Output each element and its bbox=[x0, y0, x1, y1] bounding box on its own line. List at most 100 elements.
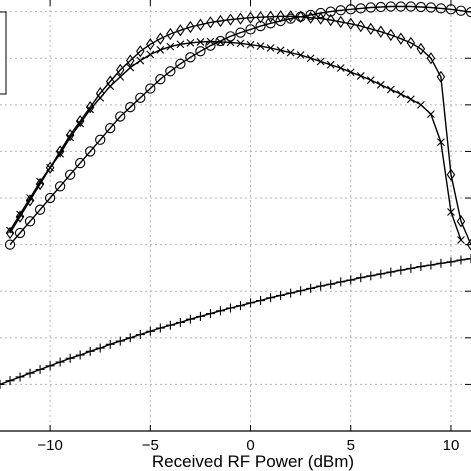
plus-marker bbox=[135, 330, 145, 340]
plus-marker bbox=[246, 298, 256, 308]
diamond-marker bbox=[336, 15, 345, 29]
x-marker bbox=[326, 60, 335, 69]
diamond-marker bbox=[286, 10, 295, 23]
diamond-marker bbox=[146, 38, 155, 51]
x-marker bbox=[76, 119, 85, 128]
plus-marker bbox=[286, 288, 296, 298]
x-marker bbox=[206, 37, 215, 46]
x-marker bbox=[386, 85, 395, 94]
axes bbox=[0, 0, 471, 432]
x-marker bbox=[166, 42, 175, 51]
series-x bbox=[6, 37, 465, 244]
circle-marker bbox=[415, 1, 427, 13]
x-marker bbox=[16, 210, 24, 219]
plus-marker bbox=[396, 265, 406, 275]
x-marker bbox=[226, 38, 235, 47]
diamond-marker bbox=[136, 45, 145, 58]
circle-marker bbox=[75, 157, 86, 169]
x-marker bbox=[306, 54, 315, 63]
plus-marker bbox=[446, 257, 456, 267]
plus-marker bbox=[236, 301, 246, 311]
diamond-marker bbox=[5, 226, 15, 240]
x-marker bbox=[336, 64, 345, 72]
x-marker bbox=[236, 39, 245, 48]
circle-marker bbox=[445, 4, 457, 15]
plus-marker bbox=[85, 346, 95, 356]
circle-marker bbox=[355, 3, 366, 14]
circle-marker bbox=[315, 7, 326, 19]
x-marker bbox=[146, 50, 155, 59]
plus-marker bbox=[336, 277, 346, 287]
diamond-marker bbox=[316, 12, 325, 25]
x-marker bbox=[356, 72, 365, 80]
x-marker bbox=[96, 93, 105, 102]
x-marker bbox=[437, 138, 445, 147]
x-marker bbox=[346, 68, 355, 77]
x-marker bbox=[66, 133, 75, 142]
plus-marker bbox=[416, 262, 426, 272]
plus-marker bbox=[276, 290, 286, 300]
plus-marker bbox=[75, 350, 85, 360]
x-marker bbox=[36, 177, 44, 186]
plus-marker bbox=[65, 353, 75, 363]
x-marker bbox=[186, 38, 195, 47]
circle-marker bbox=[85, 146, 96, 157]
plus-marker bbox=[225, 303, 235, 313]
diamond-marker bbox=[406, 36, 416, 50]
diamond-marker bbox=[246, 11, 255, 24]
diamond-marker bbox=[426, 52, 436, 65]
plus-marker bbox=[366, 271, 376, 281]
circle-marker bbox=[425, 2, 437, 13]
circle-marker bbox=[34, 204, 46, 215]
legend bbox=[0, 11, 7, 95]
diamond-marker bbox=[356, 19, 366, 33]
circle-marker bbox=[135, 92, 146, 103]
plus-marker bbox=[25, 368, 35, 378]
diamond-marker bbox=[306, 11, 315, 24]
x-marker bbox=[26, 194, 34, 202]
x-marker bbox=[417, 100, 425, 109]
plus-marker bbox=[306, 283, 316, 293]
x-marker bbox=[376, 80, 385, 89]
diamond-marker bbox=[15, 210, 25, 223]
x-marker bbox=[46, 163, 54, 172]
plus-marker bbox=[436, 258, 446, 268]
x-marker bbox=[296, 51, 305, 59]
circle-marker bbox=[185, 52, 196, 63]
circle-marker bbox=[235, 27, 246, 38]
plus-marker bbox=[195, 311, 205, 321]
diamond-marker bbox=[186, 20, 195, 34]
x-marker bbox=[266, 44, 275, 52]
x-marker bbox=[286, 48, 295, 57]
circle-marker bbox=[165, 66, 176, 77]
series-line-x bbox=[9, 40, 462, 241]
circle-marker bbox=[24, 216, 36, 227]
diamond-marker bbox=[196, 18, 205, 31]
x-marker bbox=[256, 42, 265, 51]
circle-marker bbox=[335, 5, 346, 16]
x-tick-label: 10 bbox=[443, 437, 460, 454]
plus-marker bbox=[155, 323, 165, 333]
x-marker bbox=[136, 56, 145, 65]
diamond-marker bbox=[266, 10, 275, 23]
circle-marker bbox=[4, 239, 16, 250]
x-marker bbox=[396, 90, 405, 99]
x-marker bbox=[6, 226, 14, 235]
legend-box bbox=[0, 11, 7, 95]
x-marker bbox=[56, 149, 65, 158]
diamond-marker bbox=[326, 13, 335, 27]
circle-marker bbox=[365, 2, 376, 13]
x-marker bbox=[316, 57, 325, 66]
circle-marker bbox=[345, 4, 356, 15]
plus-marker bbox=[386, 267, 396, 277]
diamond-marker bbox=[166, 27, 175, 41]
series-line-plus bbox=[0, 257, 471, 386]
plus-marker bbox=[15, 372, 25, 382]
circle-marker bbox=[245, 24, 256, 35]
diamond-marker bbox=[176, 24, 185, 37]
circle-marker bbox=[145, 83, 156, 94]
plus-marker bbox=[35, 364, 45, 374]
circle-marker bbox=[125, 102, 136, 113]
diamond-marker bbox=[436, 70, 446, 84]
